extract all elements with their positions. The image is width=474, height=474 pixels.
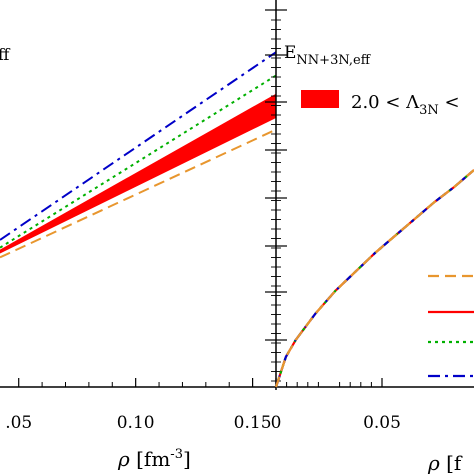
right-series-line-dotted	[274, 169, 474, 388]
unit-text: [fm	[130, 447, 171, 471]
right-x-ticks: 0 0.05	[271, 378, 401, 433]
left-x-ticks: .05 0.10 0.15	[5, 378, 272, 433]
right-y-ticks	[265, 9, 287, 382]
left-series-line-dashed	[0, 128, 277, 259]
left-panel-title: ff	[0, 45, 11, 64]
legend-band-label: 2.0 < Λ3N <	[351, 92, 460, 118]
right-x-tick-label: 0	[271, 413, 282, 433]
left-series-line-dashdot	[0, 51, 277, 241]
uncertainty-band	[0, 93, 276, 254]
left-series-line-dotted	[0, 74, 277, 249]
left-band	[0, 93, 276, 254]
left-lines	[0, 51, 277, 259]
right-x-tick-label: 0.05	[363, 413, 401, 433]
right-panel: 0 0.05 ENN+3N,eff 2.0 < Λ3N < ρ [f	[265, 0, 474, 474]
left-panel: .05 0.10 0.15 ff ρ [fm-3]	[0, 45, 277, 471]
left-x-tick-label: .05	[5, 413, 32, 433]
left-x-tick-label: 0.15	[234, 413, 272, 433]
unit-text: [f	[440, 451, 463, 474]
right-lines	[274, 169, 474, 388]
left-x-tick-label: 0.10	[117, 413, 155, 433]
right-panel-title: ENN+3N,eff	[284, 43, 372, 68]
unit-close: ]	[183, 447, 191, 471]
rho-symbol: ρ	[117, 447, 130, 471]
legend: 2.0 < Λ3N <	[301, 90, 474, 378]
right-series-line-dashdot	[274, 169, 474, 388]
rho-symbol: ρ	[427, 451, 440, 474]
right-x-axis-label: ρ [f	[427, 451, 463, 474]
right-series-line-dashed	[274, 169, 474, 388]
right-x-axis-label-text: ρ [f	[427, 451, 463, 474]
left-x-axis-label: ρ [fm-3]	[117, 447, 191, 471]
right-series-line-solid	[274, 169, 474, 388]
left-x-axis-label-text: ρ [fm-3]	[117, 447, 191, 471]
legend-line-samples	[428, 274, 474, 378]
unit-exponent: -3	[170, 447, 183, 462]
legend-band-swatch	[301, 90, 339, 108]
